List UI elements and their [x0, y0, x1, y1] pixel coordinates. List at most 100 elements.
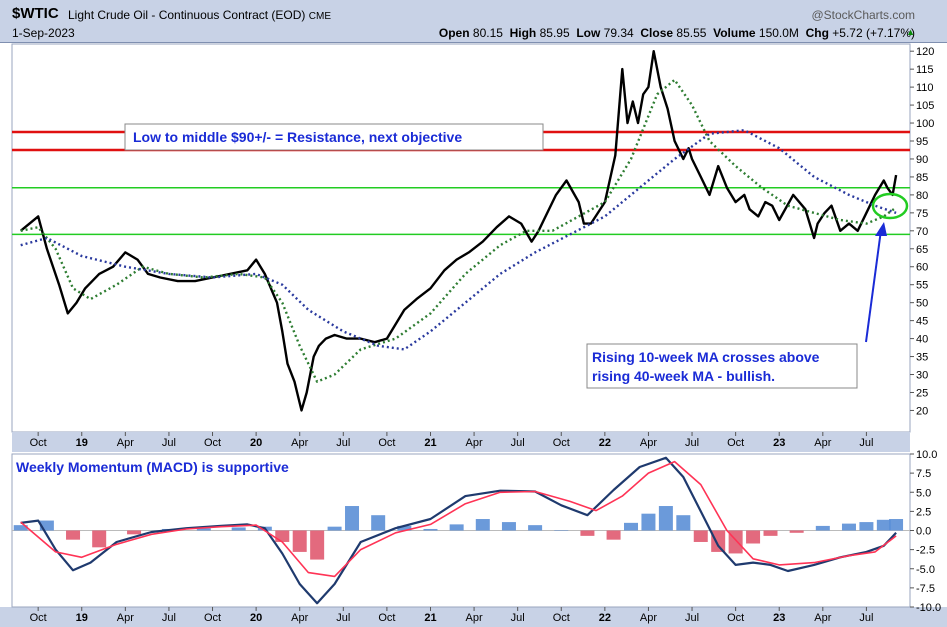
price-ytick-label-35: 35: [916, 352, 928, 364]
macd-hist-bar: [676, 515, 691, 531]
axis-layer: 20 25 30 35 40 45 50 55 60 65 70 75 80 85 90 95 100 105 11…: [30, 46, 941, 624]
resistance-note-box: [124, 123, 544, 151]
macd-hist-bar: [554, 530, 569, 531]
xtick-label-bottom-10: Apr: [466, 612, 483, 624]
macd-hist-bar: [196, 528, 211, 531]
price-ytick-label-120: 120: [916, 46, 934, 58]
xtick-label-bottom-6: Apr: [291, 612, 308, 624]
xtick-label-top-3: Jul: [162, 437, 176, 449]
xtick-label-top-17: 23: [773, 437, 785, 449]
up-arrow-icon: ▲: [906, 27, 915, 37]
xtick-label-bottom-16: Oct: [727, 612, 744, 624]
xtick-label-top-1: 19: [76, 437, 88, 449]
bottom-band: [0, 607, 947, 627]
macd-ytick-label--7.5: -7.5: [916, 583, 935, 595]
xtick-label-top-10: Apr: [466, 437, 483, 449]
price-ytick-label-30: 30: [916, 370, 928, 382]
macd-hist-bar: [310, 530, 325, 560]
ma40-line: [20, 128, 897, 351]
xtick-label-bottom-11: Jul: [511, 612, 525, 624]
macd-hist-bar: [127, 530, 142, 535]
price-ytick-label-40: 40: [916, 334, 928, 346]
ma-cross-note-line2: rising 40-week MA - bullish.: [592, 368, 775, 384]
macd-hist-bar: [841, 523, 856, 531]
price-ytick-label-20: 20: [916, 405, 928, 417]
chart-header: $WTIC Light Crude Oil - Continuous Contr…: [0, 0, 947, 43]
xtick-label-bottom-13: 22: [599, 612, 611, 624]
xtick-label-bottom-7: Jul: [336, 612, 350, 624]
macd-hist-bar: [815, 525, 830, 531]
ma-cross-arrow: [865, 229, 882, 343]
macd-hist-bar: [423, 528, 438, 531]
price-ytick-label-110: 110: [916, 82, 934, 94]
price-ytick-label-115: 115: [916, 64, 934, 76]
xtick-label-bottom-2: Apr: [117, 612, 134, 624]
price-ytick-label-60: 60: [916, 262, 928, 274]
instrument-name: Light Crude Oil - Continuous Contract (E…: [68, 8, 332, 22]
xtick-label-top-12: Oct: [553, 437, 570, 449]
macd-hist-bar: [711, 530, 726, 552]
macd-hist-bar: [624, 522, 639, 531]
macd-hist-bar: [641, 513, 656, 531]
macd-ytick-label--2.5: -2.5: [916, 545, 935, 557]
macd-hist-bar: [528, 525, 543, 531]
macd-hist-bar: [693, 530, 708, 542]
ma10-line: [20, 78, 897, 383]
xtick-label-bottom-4: Oct: [204, 612, 221, 624]
macd-hist-bar: [371, 515, 386, 531]
xtick-label-bottom-18: Apr: [814, 612, 831, 624]
macd-hist-bar: [746, 530, 761, 544]
macd-hist-bar: [292, 530, 307, 552]
price-ytick-label-85: 85: [916, 172, 928, 184]
macd-hist-bar: [889, 519, 904, 531]
brand-label: @StockCharts.com: [811, 8, 915, 22]
price-ytick-label-80: 80: [916, 190, 928, 202]
macd-ytick-label-2.5: 2.5: [916, 506, 931, 518]
xtick-label-top-15: Jul: [685, 437, 699, 449]
ma-cross-highlight-ellipse: [871, 192, 909, 220]
xtick-label-bottom-0: Oct: [30, 612, 47, 624]
price-ytick-label-100: 100: [916, 118, 934, 130]
macd-hist-bar: [345, 506, 360, 531]
price-ytick-label-50: 50: [916, 298, 928, 310]
ma-cross-note-line1: Rising 10-week MA crosses above: [592, 349, 820, 365]
macd-hist-bar: [449, 524, 464, 531]
price-ytick-label-75: 75: [916, 208, 928, 220]
macd-title: Weekly Momentum (MACD) is supportive: [16, 459, 289, 475]
xtick-label-top-2: Apr: [117, 437, 134, 449]
xtick-label-top-16: Oct: [727, 437, 744, 449]
xtick-label-top-8: Oct: [378, 437, 395, 449]
xtick-label-bottom-3: Jul: [162, 612, 176, 624]
symbol-label: $WTIC: [12, 5, 59, 22]
xtick-label-bottom-14: Apr: [640, 612, 657, 624]
price-ytick-label-65: 65: [916, 244, 928, 256]
macd-hist-bar: [658, 506, 673, 531]
macd-hist-bar: [501, 522, 516, 531]
xtick-label-bottom-19: Jul: [859, 612, 873, 624]
xtick-label-top-5: 20: [250, 437, 262, 449]
ohlc-readout: Open 80.15 High 85.95 Low 79.34 Close 85…: [438, 26, 915, 40]
signal-line: [20, 460, 897, 578]
resistance-note: Low to middle $90+/- = Resistance, next …: [133, 129, 462, 145]
macd-ytick-label--5.0: -5.0: [916, 564, 935, 576]
macd-ytick-label-0.0: 0.0: [916, 526, 931, 538]
xtick-label-top-14: Apr: [640, 437, 657, 449]
xtick-label-top-11: Jul: [511, 437, 525, 449]
macd-line: [20, 456, 897, 605]
ma-cross-note-box: [586, 343, 858, 389]
macd-hist-bar: [580, 530, 595, 536]
macd-ytick-label-5.0: 5.0: [916, 487, 931, 499]
xtick-label-top-19: Jul: [859, 437, 873, 449]
macd-hist-bar: [66, 530, 81, 540]
macd-hist-bar: [876, 519, 891, 531]
macd-hist-bar: [92, 530, 107, 548]
price-ytick-label-95: 95: [916, 136, 928, 148]
price-ytick-label-55: 55: [916, 280, 928, 292]
arrow-head-icon: [875, 222, 887, 236]
xtick-label-bottom-9: 21: [424, 612, 436, 624]
xtick-label-top-0: Oct: [30, 437, 47, 449]
xtick-label-bottom-12: Oct: [553, 612, 570, 624]
xtick-label-top-4: Oct: [204, 437, 221, 449]
price-ytick-label-70: 70: [916, 226, 928, 238]
